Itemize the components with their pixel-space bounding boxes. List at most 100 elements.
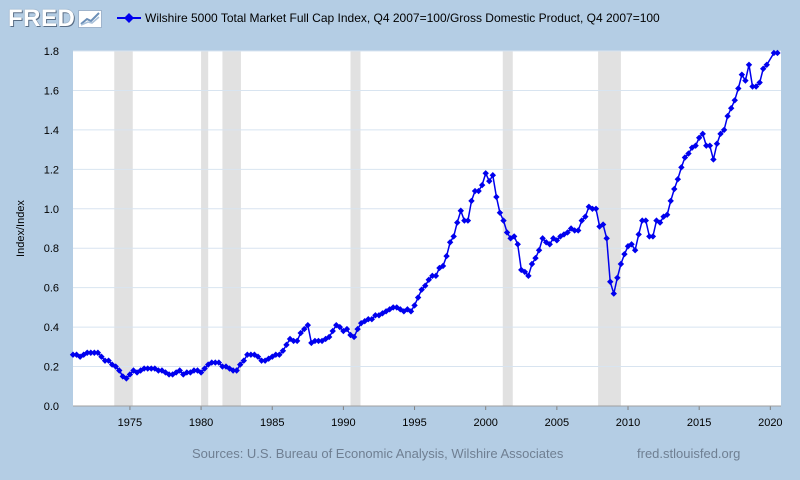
data-point bbox=[461, 217, 468, 224]
data-point bbox=[204, 361, 212, 368]
data-point bbox=[422, 282, 429, 289]
fred-logo-text: FRED bbox=[8, 5, 76, 32]
data-point bbox=[240, 357, 247, 364]
y-tick-label: 0.4 bbox=[44, 322, 59, 334]
data-point bbox=[507, 235, 514, 242]
data-point bbox=[575, 227, 582, 234]
data-point bbox=[628, 241, 635, 248]
data-point bbox=[219, 363, 226, 370]
data-point bbox=[667, 197, 674, 205]
data-point bbox=[589, 205, 596, 212]
data-point bbox=[418, 286, 425, 293]
x-tick-label: 2010 bbox=[616, 417, 640, 429]
data-point bbox=[101, 357, 109, 364]
data-point bbox=[639, 217, 646, 224]
data-point bbox=[190, 367, 198, 374]
data-point bbox=[368, 316, 376, 323]
site-link[interactable]: fred.stlouisfed.org bbox=[637, 446, 741, 461]
data-point bbox=[681, 154, 689, 161]
data-point bbox=[283, 341, 290, 349]
data-point bbox=[98, 353, 105, 360]
data-point bbox=[663, 211, 671, 218]
data-point bbox=[635, 231, 642, 238]
data-point bbox=[350, 333, 358, 341]
data-point bbox=[738, 71, 746, 78]
data-point bbox=[596, 223, 603, 230]
data-point bbox=[671, 185, 678, 193]
data-point bbox=[183, 369, 191, 376]
data-point bbox=[276, 351, 283, 358]
data-point bbox=[365, 316, 372, 323]
data-point bbox=[446, 239, 454, 246]
data-point bbox=[343, 325, 351, 333]
data-point bbox=[407, 308, 415, 315]
data-point bbox=[304, 321, 312, 329]
sources-text: Sources: U.S. Bureau of Economic Analysi… bbox=[192, 446, 564, 461]
data-point bbox=[233, 367, 240, 374]
data-point bbox=[468, 197, 475, 205]
data-point bbox=[720, 126, 728, 134]
data-point bbox=[222, 363, 230, 370]
data-point bbox=[685, 150, 692, 157]
data-point bbox=[614, 274, 621, 282]
data-point bbox=[770, 49, 778, 57]
data-point bbox=[631, 246, 639, 254]
data-point bbox=[745, 61, 753, 69]
data-point bbox=[660, 213, 667, 220]
y-tick-label: 1.4 bbox=[44, 125, 59, 137]
data-point bbox=[215, 359, 223, 366]
data-point bbox=[91, 349, 98, 356]
legend-label: Wilshire 5000 Total Market Full Cap Inde… bbox=[145, 11, 660, 25]
data-point bbox=[724, 112, 731, 120]
data-point bbox=[582, 213, 589, 220]
data-point bbox=[87, 349, 94, 356]
data-point bbox=[578, 217, 585, 224]
data-point bbox=[254, 353, 262, 360]
data-point bbox=[301, 325, 308, 333]
data-point bbox=[457, 207, 464, 214]
data-point bbox=[500, 217, 507, 224]
data-point bbox=[450, 233, 457, 240]
data-point bbox=[329, 327, 336, 335]
x-tick-label: 2000 bbox=[473, 417, 497, 429]
data-point bbox=[144, 365, 151, 372]
data-point bbox=[454, 219, 461, 226]
data-point bbox=[325, 333, 333, 341]
data-point bbox=[603, 235, 610, 242]
data-point bbox=[564, 229, 571, 236]
footer: Sources: U.S. Bureau of Economic Analysi… bbox=[0, 446, 800, 466]
data-point bbox=[731, 97, 738, 104]
data-point bbox=[148, 365, 155, 372]
data-point bbox=[84, 349, 91, 356]
data-point bbox=[560, 231, 568, 238]
y-tick-label: 0.8 bbox=[44, 243, 59, 255]
data-point bbox=[439, 262, 447, 270]
y-tick-label: 1.8 bbox=[44, 46, 59, 58]
data-point bbox=[372, 312, 379, 319]
y-tick-label: 1.0 bbox=[44, 204, 59, 216]
data-point bbox=[258, 357, 265, 364]
y-tick-label: 1.2 bbox=[44, 164, 59, 176]
data-point bbox=[119, 373, 127, 380]
data-point bbox=[201, 365, 208, 372]
data-point bbox=[599, 221, 607, 228]
recession-band bbox=[502, 51, 513, 406]
data-point bbox=[706, 142, 714, 149]
data-point bbox=[290, 337, 297, 345]
data-point bbox=[390, 304, 397, 311]
data-point bbox=[165, 371, 173, 378]
data-point bbox=[496, 209, 504, 216]
x-tick-label: 1975 bbox=[118, 417, 142, 429]
data-point bbox=[535, 246, 543, 254]
data-point bbox=[425, 276, 432, 283]
x-tick-label: 2005 bbox=[545, 417, 569, 429]
data-point bbox=[514, 241, 521, 248]
data-point bbox=[311, 337, 319, 345]
data-point bbox=[464, 217, 472, 224]
fred-logo[interactable]: FRED bbox=[8, 5, 103, 33]
x-tick-label: 2015 bbox=[687, 417, 711, 429]
data-point bbox=[155, 367, 162, 374]
data-point bbox=[482, 170, 489, 177]
recession-band bbox=[350, 51, 361, 406]
data-point bbox=[471, 187, 479, 195]
